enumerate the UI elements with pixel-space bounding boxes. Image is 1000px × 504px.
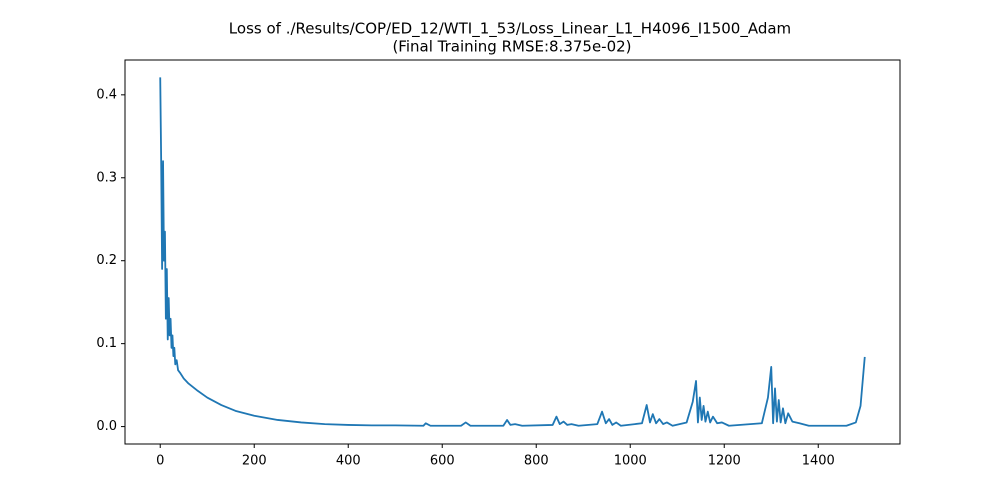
y-tick-label: 0.2 [96,253,117,268]
chart-title: Loss of ./Results/COP/ED_12/WTI_1_53/Los… [229,20,791,39]
x-tick-label: 600 [430,454,455,469]
loss-line [159,77,866,427]
y-tick-label: 0.0 [96,419,117,434]
x-tick-label: 1200 [708,454,741,469]
y-tick-label: 0.4 [96,87,117,102]
x-tick-label: 1400 [802,454,835,469]
x-tick-label: 0 [156,454,164,469]
x-tick-label: 200 [242,454,267,469]
y-tick-label: 0.1 [96,336,117,351]
x-tick-label: 1000 [614,454,647,469]
y-tick-label: 0.3 [96,170,117,185]
plot-frame [124,59,901,445]
chart-subtitle: (Final Training RMSE:8.375e-02) [392,38,631,56]
x-tick-label: 800 [524,454,549,469]
x-tick-label: 400 [336,454,361,469]
